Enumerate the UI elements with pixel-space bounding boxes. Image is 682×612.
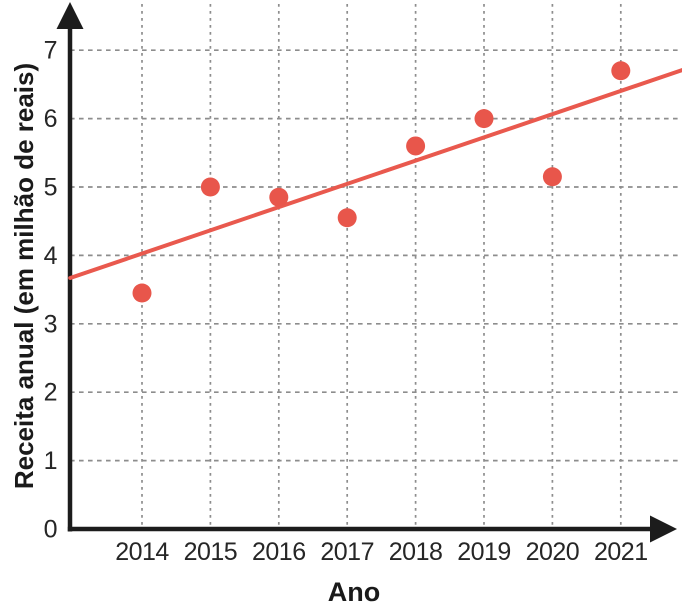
- y-tick-label-3: 3: [44, 310, 57, 338]
- data-point-2020: [542, 167, 562, 187]
- x-axis-title: Ano: [328, 577, 380, 607]
- tick-layer: 0 1 2 3 4 5 6 7 2014 2015 2016 2017 2018 2019 2020 2021: [44, 37, 649, 566]
- x-tick-label-2016: 2016: [252, 538, 306, 566]
- x-tick-label-2014: 2014: [115, 538, 169, 566]
- grid-layer: [70, 4, 682, 529]
- data-point-2018: [406, 136, 426, 156]
- data-point-2019: [474, 109, 494, 129]
- data-point-2016: [269, 187, 289, 207]
- data-point-2014: [132, 283, 152, 303]
- series-layer: [68, 61, 682, 303]
- x-tick-label-2015: 2015: [184, 538, 238, 566]
- y-tick-label-1: 1: [44, 447, 57, 475]
- x-axis-arrow-icon: [650, 515, 677, 543]
- y-axis-arrow-icon: [56, 2, 84, 29]
- data-point-2021: [611, 61, 631, 81]
- data-point-2017: [337, 208, 357, 228]
- x-tick-label-2018: 2018: [389, 538, 443, 566]
- y-tick-label-6: 6: [44, 105, 57, 133]
- data-point-2015: [200, 177, 220, 197]
- trend-line: [68, 68, 682, 280]
- x-tick-label-2020: 2020: [526, 538, 580, 566]
- y-tick-label-0: 0: [44, 516, 57, 544]
- y-tick-label-5: 5: [44, 174, 57, 202]
- y-tick-label-2: 2: [44, 379, 57, 407]
- y-tick-label-4: 4: [44, 242, 58, 270]
- axis-layer: [56, 2, 677, 543]
- x-tick-label-2019: 2019: [457, 538, 511, 566]
- x-tick-label-2017: 2017: [320, 538, 374, 566]
- y-axis-title: Receita anual (em milhão de reais): [9, 63, 39, 489]
- x-tick-label-2021: 2021: [594, 538, 648, 566]
- y-tick-label-7: 7: [44, 37, 57, 65]
